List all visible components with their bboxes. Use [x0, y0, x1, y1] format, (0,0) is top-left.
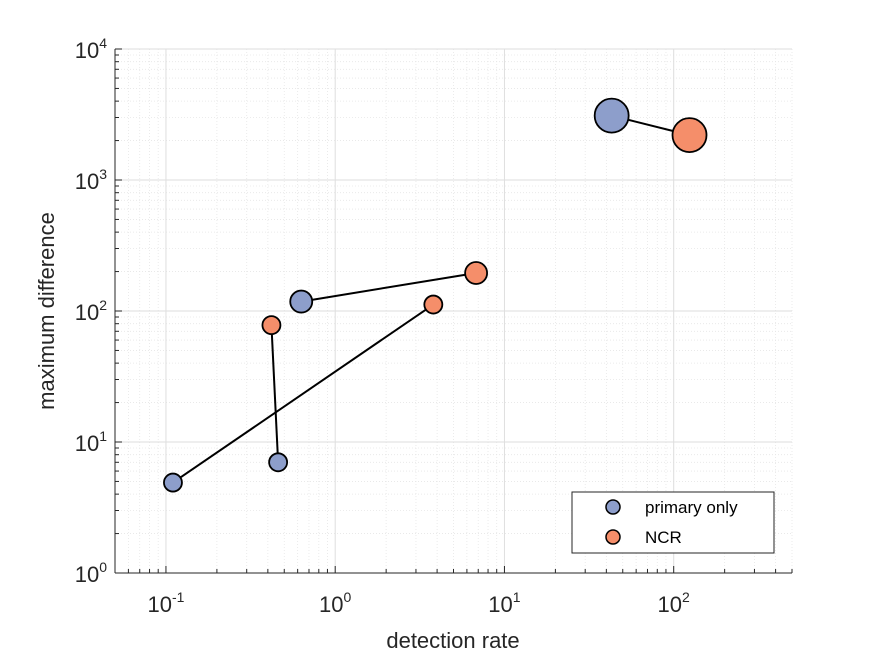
- legend-label-primary-only: primary only: [645, 498, 738, 517]
- x-tick-labels: 10-1 100 101 102: [147, 589, 690, 617]
- x-axis-title: detection rate: [386, 628, 519, 653]
- y-axis-title: maximum difference: [34, 212, 59, 410]
- marker-ncr: [464, 261, 489, 285]
- y-tick-label: 100: [75, 559, 107, 587]
- x-tick-label: 100: [319, 589, 351, 617]
- legend-label-ncr: NCR: [645, 528, 682, 547]
- y-tick-labels: 100 101 102 103 104: [75, 35, 107, 587]
- marker-ncr: [671, 117, 708, 154]
- marker-primary-only: [593, 97, 630, 134]
- marker-ncr: [261, 315, 282, 336]
- connector-line: [270, 325, 280, 463]
- y-tick-label: 102: [75, 297, 107, 325]
- marker-primary-only: [163, 472, 183, 493]
- connector-line: [301, 272, 477, 303]
- markers: [163, 97, 708, 493]
- legend-box: [571, 491, 775, 554]
- legend-marker-primary-only: [605, 499, 621, 515]
- y-tick-label: 104: [75, 35, 107, 63]
- axes: [114, 48, 793, 574]
- legend: primary only NCR: [571, 491, 775, 554]
- x-tick-label: 10-1: [147, 589, 184, 617]
- connector-line: [172, 303, 434, 484]
- marker-primary-only: [268, 452, 289, 473]
- x-tick-label: 102: [658, 589, 690, 617]
- marker-ncr: [423, 294, 444, 315]
- legend-marker-ncr: [605, 529, 621, 545]
- major-grid: [115, 48, 792, 574]
- x-tick-label: 101: [488, 589, 520, 617]
- y-tick-label: 101: [75, 428, 107, 456]
- marker-primary-only: [289, 289, 314, 314]
- y-tick-label: 103: [75, 166, 107, 194]
